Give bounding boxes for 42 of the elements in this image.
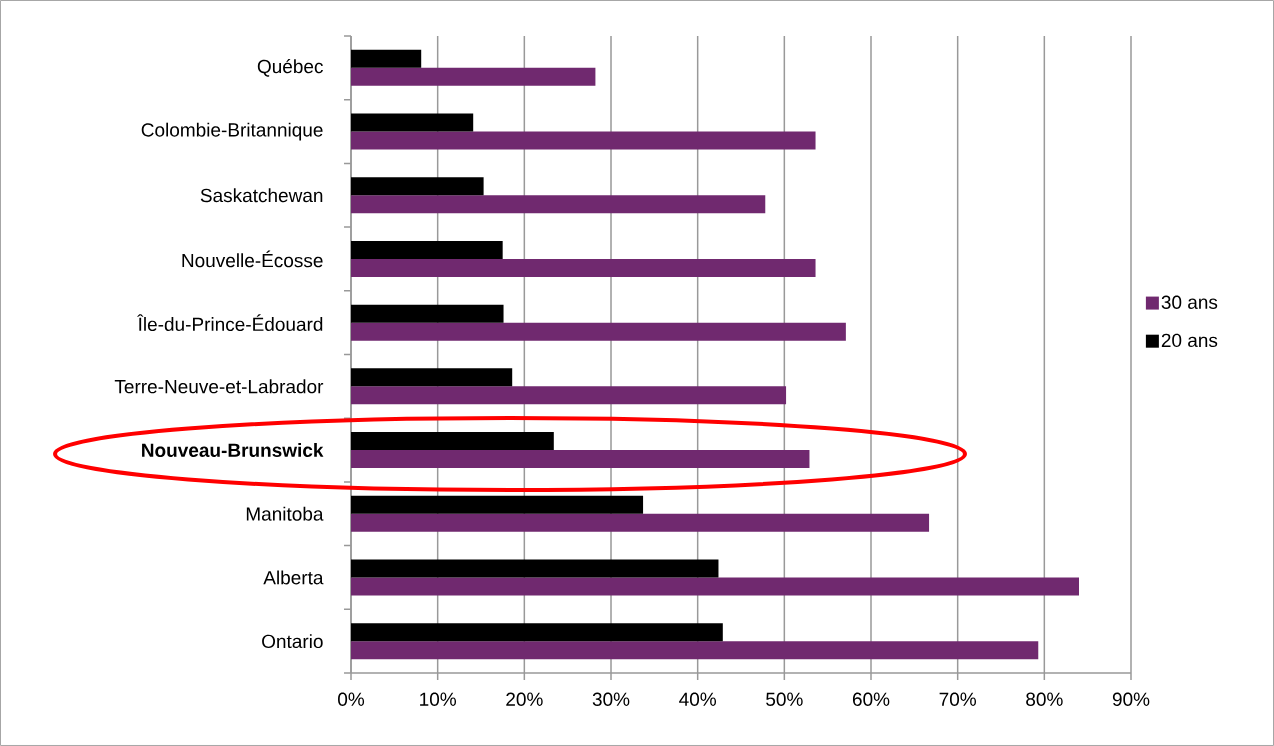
bar [351,195,766,214]
bar [351,240,503,259]
bar [351,623,723,642]
bar [351,49,422,68]
x-tick-label: 90% [1112,692,1150,706]
bar [351,641,1039,660]
y-tick-label: Colombie-Britannique [141,122,323,141]
y-tick-label: Alberta [263,570,324,585]
x-tick-label: 60% [852,692,890,706]
bar [351,113,474,132]
y-tick-label: Saskatchewan [200,188,323,203]
bar [351,258,816,277]
x-tick-label: 0% [338,692,365,706]
x-tick-label: 50% [766,692,803,706]
bar [351,577,1079,596]
legend-label: 20 ans [1161,333,1218,348]
x-tick-label: 10% [420,692,457,706]
y-tick-label: Ontario [262,634,323,649]
y-tick-label: Manitoba [246,506,324,521]
x-tick-label: 30% [592,692,630,706]
bar [351,432,554,451]
bar [351,304,504,323]
bar [351,177,484,196]
y-tick-label: Terre-Neuve-et-Labrador [114,379,324,394]
y-tick-label: Québec [257,59,323,77]
bar [351,559,719,578]
x-tick-label: 70% [939,692,976,706]
y-tick-label: Nouveau-Brunswick [142,443,324,458]
x-tick-label: 80% [1026,692,1063,706]
bar [351,386,787,405]
bar [351,450,810,469]
bar [351,368,513,387]
bar [351,322,846,341]
bar [351,495,644,514]
x-tick-label: 40% [679,692,716,706]
legend-label: 30 ans [1161,295,1218,309]
bar [351,513,930,532]
x-tick-label: 20% [506,692,543,706]
bar [351,131,816,150]
bar [351,67,596,86]
y-tick-label: Nouvelle-Écosse [182,250,323,268]
y-tick-label: Île-du-Prince-Édouard [137,314,323,332]
